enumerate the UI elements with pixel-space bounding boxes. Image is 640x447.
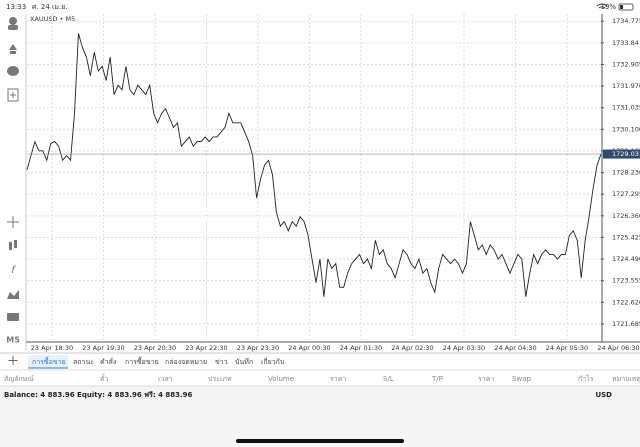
x-tick-label: 24 Apr 00:30	[288, 344, 330, 352]
account-icon-body[interactable]	[8, 25, 18, 30]
chart: 23 Apr 18:30 23 Apr 19:30 23 Apr 20:30 23 A…	[26, 14, 640, 352]
y-tick-label: 1727.295	[612, 190, 640, 198]
y-tick-label: 1722.620	[612, 298, 640, 306]
new-order-icon[interactable]	[7, 88, 19, 102]
column-title[interactable]: ราคา	[330, 375, 346, 383]
y-tick-label: 1725.425	[612, 233, 640, 241]
currency: USD	[595, 391, 612, 399]
column-title[interactable]: ราคา	[478, 375, 494, 383]
y-tick-label: 1728.230	[612, 169, 640, 177]
toolbar: f	[7, 17, 19, 321]
candle-icon[interactable]	[9, 242, 12, 250]
x-tick-label: 24 Apr 04:30	[494, 344, 536, 352]
column-header: สัญลักษณ์ ตั๋ว เวลา ประเภท Volume ราคา S/L T/P ร…	[4, 374, 640, 383]
column-title[interactable]: สัญลักษณ์	[4, 375, 34, 383]
y-tick-label: 1726.360	[612, 212, 640, 220]
candle-icon-2[interactable]	[14, 240, 17, 248]
x-tick-label: 24 Apr 06:30	[597, 344, 639, 352]
column-title[interactable]: เวลา	[158, 375, 173, 383]
account-icon[interactable]	[9, 17, 17, 25]
add-panel-button[interactable]	[8, 356, 18, 365]
tab[interactable]: คำสั่ง	[100, 357, 116, 366]
new-order-plus	[10, 92, 16, 98]
y-tick-label: 1733.84	[612, 39, 639, 47]
column-title[interactable]: Volume	[268, 375, 294, 383]
column-title[interactable]: ตั๋ว	[100, 374, 109, 383]
y-tick-label: 1732.905	[612, 60, 640, 68]
trade-icon[interactable]	[9, 44, 17, 54]
y-tick-label: 1731.035	[612, 104, 640, 112]
balance-line: Balance: 4 883.96 Equity: 4 883.96 ฟรี: …	[4, 391, 193, 399]
tab[interactable]: กล่องจดหมาย	[165, 358, 207, 366]
column-title[interactable]: S/L	[383, 375, 394, 383]
timeframe-button[interactable]: M5	[6, 336, 20, 345]
tab[interactable]: การซื้อขาย	[125, 355, 159, 366]
home-indicator	[236, 439, 404, 443]
x-tick-label: 23 Apr 23:30	[237, 344, 279, 352]
x-tick-label: 23 Apr 20:30	[134, 344, 176, 352]
panel-body	[0, 386, 640, 447]
tab[interactable]: สถานะ	[73, 358, 94, 366]
y-tick-label: 1731.970	[612, 82, 640, 90]
chart-symbol: XAUUSD • M5	[30, 15, 75, 23]
crosshair-icon[interactable]	[7, 216, 19, 228]
chat-icon[interactable]	[7, 66, 19, 76]
x-tick-label: 24 Apr 02:30	[391, 344, 433, 352]
y-tick-label: 1724.490	[612, 255, 640, 263]
battery-fill	[620, 5, 623, 9]
objects-icon[interactable]	[7, 290, 19, 299]
x-tick-label: 24 Apr 05:30	[546, 344, 588, 352]
x-tick-label: 23 Apr 18:30	[31, 344, 73, 352]
tab[interactable]: บันทึก	[235, 357, 253, 366]
column-title[interactable]: ประเภท	[208, 375, 232, 383]
tab[interactable]: การซื้อขาย	[32, 355, 66, 366]
y-tick-label: 1734.775	[612, 17, 640, 25]
x-tick-label: 23 Apr 19:30	[82, 344, 124, 352]
x-tick-label: 24 Apr 03:30	[443, 344, 485, 352]
x-tick-label: 24 Apr 01:30	[340, 344, 382, 352]
battery-icon	[618, 3, 634, 11]
y-tick-label: 1723.555	[612, 277, 640, 285]
template-icon[interactable]	[7, 313, 19, 321]
tab[interactable]: เกี่ยวกับ	[261, 357, 284, 366]
column-title[interactable]: T/P	[431, 375, 443, 383]
tab[interactable]: ข่าว	[215, 358, 228, 366]
active-tab-bg	[28, 355, 68, 368]
indicator-icon[interactable]: f	[11, 265, 16, 276]
current-price-box	[603, 149, 640, 159]
y-tick-label: 1721.685	[612, 320, 640, 328]
tab-bar: การซื้อขาย สถานะ คำสั่ง การซื้อขาย กล่องจดหม…	[28, 355, 284, 369]
x-tick-label: 23 Apr 22:30	[185, 344, 227, 352]
price-line	[26, 33, 602, 297]
status-time: 13:33	[6, 3, 26, 11]
column-title[interactable]: หมายเหตุ	[612, 375, 640, 383]
y-tick-label: 1730.100	[612, 125, 640, 133]
status-date: ศ. 24 เม.ย.	[32, 3, 68, 11]
wifi-icon	[596, 3, 608, 9]
battery-level: 19%	[600, 3, 616, 11]
current-price-label: 1729.031	[612, 150, 640, 158]
column-title[interactable]: Swap	[512, 375, 531, 383]
column-title[interactable]: กำไร	[578, 374, 594, 383]
